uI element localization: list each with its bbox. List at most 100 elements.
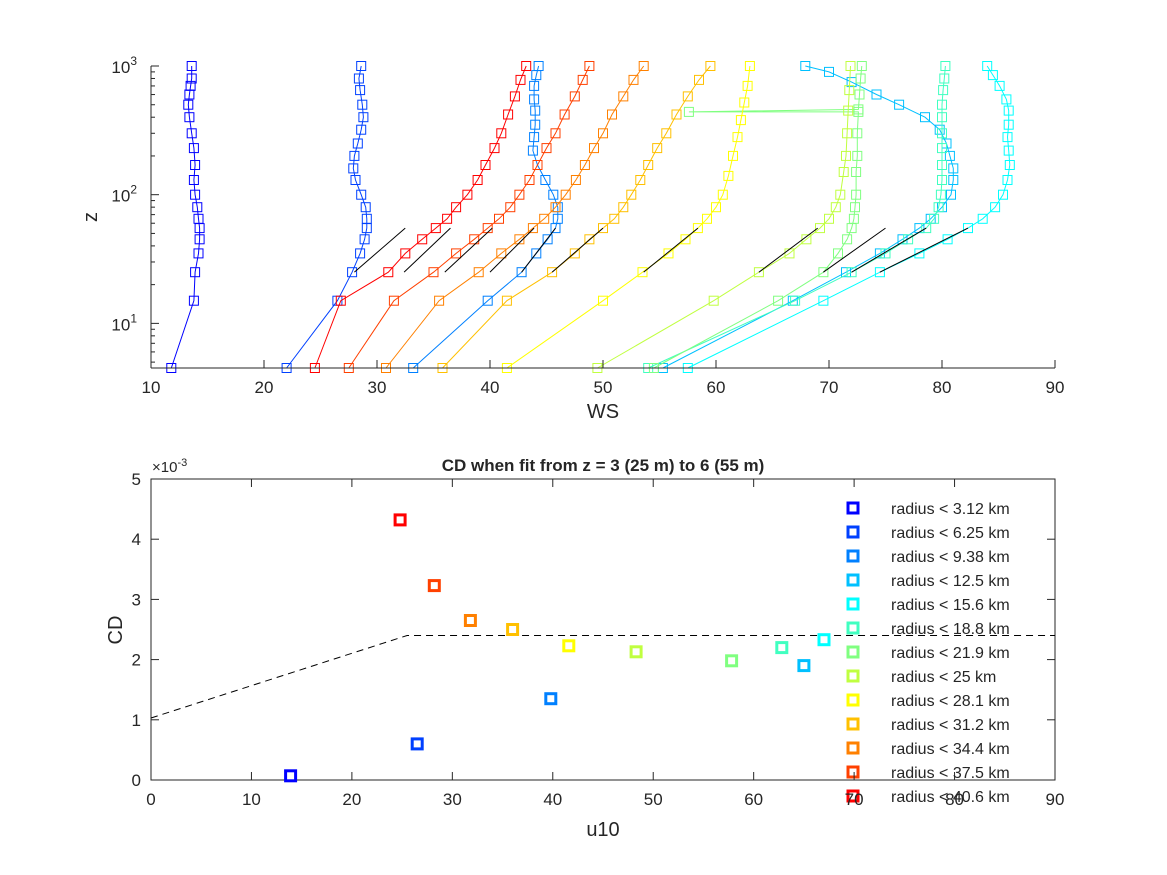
x-tick-label: 40 [481, 378, 500, 397]
y-tick-label: 2 [132, 651, 141, 670]
legend-marker-5 [846, 597, 860, 611]
profile-marker [529, 80, 540, 91]
x-tick-label: 50 [644, 790, 663, 809]
profile-marker [851, 189, 862, 200]
profile-marker [560, 189, 571, 200]
fit-line-5 [521, 227, 556, 273]
profile-marker [598, 128, 608, 139]
profile-marker [652, 143, 663, 154]
profile-marker [552, 213, 563, 224]
fit-line-7 [643, 227, 699, 273]
profile-marker [626, 189, 637, 200]
profile-marker [853, 104, 864, 115]
profile-marker [509, 91, 520, 102]
profile-marker [442, 213, 453, 224]
y-tick-label: 4 [132, 530, 141, 549]
legend-label-3: radius < 9.38 km [891, 549, 1010, 566]
profile-marker [584, 234, 595, 245]
legend-label-10: radius < 31.2 km [891, 717, 1010, 734]
profile-marker [987, 70, 998, 81]
x-tick-label: 20 [342, 790, 361, 809]
profile-marker [480, 160, 491, 170]
profile-line-13 [314, 65, 527, 369]
profile-marker [841, 150, 851, 161]
profile-line-8 [597, 65, 851, 369]
profile-marker [472, 175, 483, 185]
profile-marker [359, 234, 370, 245]
profile-marker [400, 248, 411, 259]
fit-line-1 [354, 227, 406, 273]
profile-marker [496, 128, 507, 139]
x-tick-label: 90 [1046, 790, 1065, 809]
profile-series-group [166, 61, 1015, 373]
profile-marker [946, 189, 956, 200]
profile-marker [521, 61, 532, 71]
cd-point-5 [817, 633, 831, 647]
profile-marker [830, 202, 841, 213]
cd-point-4 [797, 659, 811, 673]
fit-line-3 [444, 227, 493, 273]
fit-line-10 [851, 227, 927, 273]
cd-point-12 [427, 579, 441, 593]
profile-marker [854, 89, 865, 100]
profile-marker [842, 234, 853, 245]
x-tick-label: 10 [142, 378, 161, 397]
profile-marker [505, 202, 516, 213]
profile-marker [948, 175, 959, 185]
profile-marker [843, 105, 854, 116]
profile-marker [977, 213, 988, 224]
profile-marker [680, 234, 691, 245]
profile-marker [417, 234, 428, 245]
profile-marker [848, 213, 859, 224]
y-tick-label: 0 [132, 771, 141, 790]
profile-marker [194, 234, 205, 245]
x-tick-label: 90 [1046, 378, 1065, 397]
profile-marker [192, 202, 203, 213]
profile-marker [542, 234, 553, 245]
profile-marker [190, 160, 201, 170]
profile-marker [717, 189, 728, 200]
profile-marker [815, 223, 825, 234]
x-tick-label: 40 [543, 790, 562, 809]
profile-marker [643, 160, 654, 170]
profile-marker [360, 202, 371, 213]
profile-marker [550, 202, 561, 213]
profile-marker [790, 295, 801, 306]
profile-line-12 [348, 65, 590, 369]
profile-marker [529, 132, 540, 143]
legend-label-4: radius < 12.5 km [891, 573, 1010, 590]
profile-marker [702, 213, 712, 224]
profile-marker [937, 128, 947, 139]
legend-label-13: radius < 40.6 km [891, 789, 1010, 806]
y-tick-label: 103 [111, 54, 137, 77]
legend-marker-4 [846, 573, 860, 587]
profile-marker [193, 213, 204, 224]
profile-marker [824, 213, 834, 224]
x-tick-label: 70 [845, 790, 864, 809]
profile-marker [598, 223, 608, 234]
x-tick-label: 50 [594, 378, 613, 397]
fit-line-group [354, 227, 969, 273]
legend-marker-8 [846, 669, 860, 683]
x-tick-group-bottom: 0 10 20 30 40 50 60 70 80 90 [146, 479, 1064, 809]
profile-marker [188, 295, 199, 306]
x-tick-label: 80 [933, 378, 952, 397]
y-tick-label: 102 [111, 183, 137, 206]
profile-marker [335, 295, 346, 306]
profile-marker [1002, 132, 1013, 143]
profile-marker [871, 89, 882, 100]
profile-marker [851, 167, 862, 177]
profile-marker [540, 175, 551, 185]
legend-marker-2 [846, 525, 860, 539]
reference-dashed-line [150, 635, 1055, 719]
profile-marker [856, 61, 867, 71]
profile-marker [1001, 94, 1012, 105]
profile-marker [531, 248, 542, 259]
x-axis-label-top: WS [587, 401, 619, 423]
x-tick-label: 30 [368, 378, 387, 397]
fit-line-4 [489, 227, 535, 273]
profile-marker [944, 150, 955, 161]
profile-marker [527, 223, 538, 234]
profile-marker [835, 189, 846, 200]
